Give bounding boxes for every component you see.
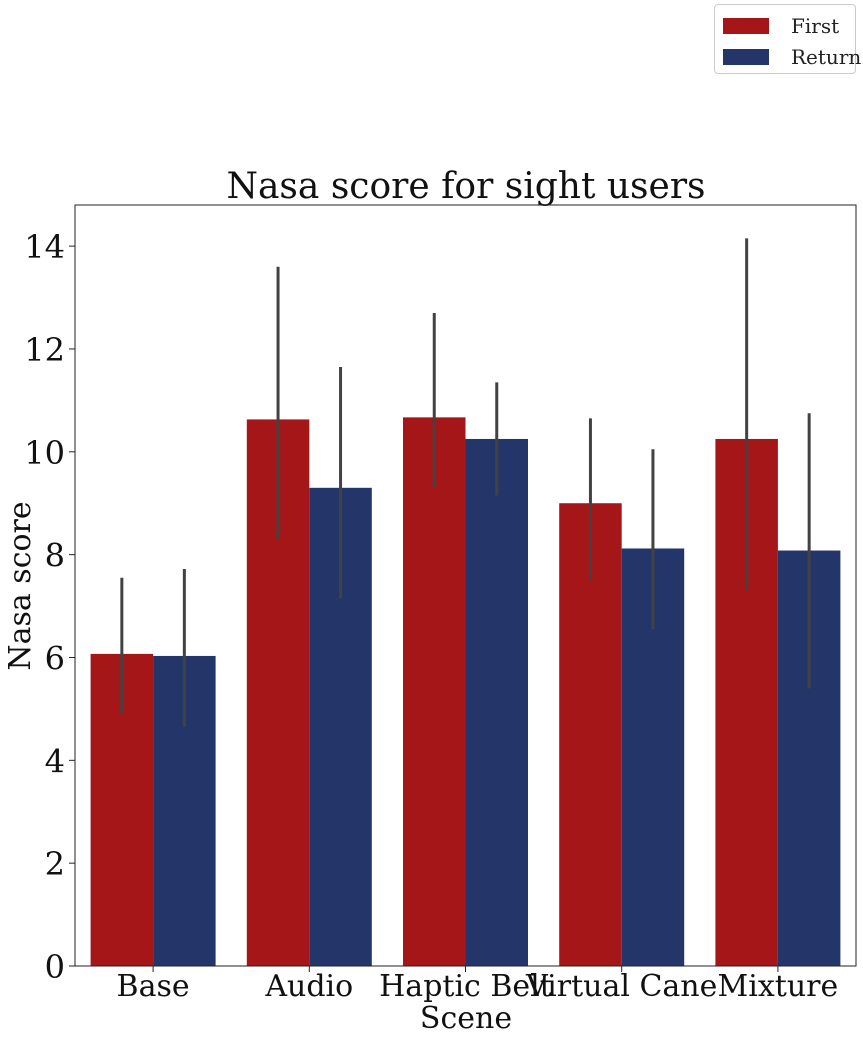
- legend: First Return: [714, 4, 861, 74]
- error-bars-layer: [120, 238, 811, 727]
- legend-swatch-return: [723, 49, 769, 65]
- bar-first-haptic-belt: [403, 417, 466, 967]
- y-tick-label: 14: [24, 228, 65, 266]
- legend-item-return: Return: [723, 45, 862, 69]
- x-tick-label: Audio: [264, 969, 353, 1004]
- y-tick-label: 8: [45, 537, 65, 575]
- y-tick-label: 6: [45, 639, 65, 677]
- bars-layer: [90, 417, 841, 967]
- y-axis-ticks: 0 2 4 6 8 10 12 14: [24, 228, 75, 986]
- y-tick-label: 4: [45, 742, 65, 780]
- y-tick-label: 12: [24, 331, 65, 369]
- x-tick-label: Mixture: [718, 969, 839, 1004]
- y-tick-label: 0: [45, 948, 65, 986]
- y-tick-label: 10: [24, 434, 65, 472]
- bar-return-haptic-belt: [465, 438, 528, 967]
- x-tick-label: Haptic Belt: [379, 969, 552, 1004]
- chart-title: Nasa score for sight users: [226, 166, 705, 207]
- legend-label-return: Return: [791, 45, 862, 69]
- x-tick-label: Base: [117, 969, 190, 1004]
- x-tick-label: Virtual Cane: [525, 969, 717, 1004]
- y-axis-label: Nasa score: [3, 501, 38, 670]
- legend-swatch-first: [723, 18, 769, 34]
- x-axis-label: Scene: [420, 1001, 512, 1036]
- legend-item-first: First: [723, 14, 840, 38]
- legend-label-first: First: [791, 14, 840, 38]
- y-tick-label: 2: [45, 845, 65, 883]
- plot-frame: [74, 204, 857, 967]
